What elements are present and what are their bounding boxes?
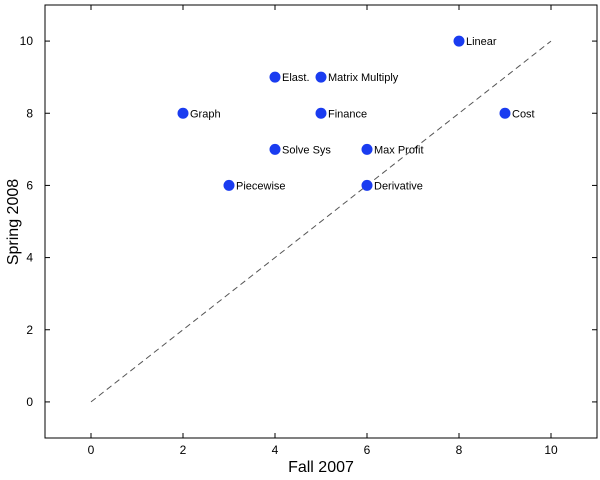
x-tick-label: 4 [272,443,279,457]
x-axis-title: Fall 2007 [288,459,354,476]
data-point-label: Solve Sys [282,144,331,156]
data-point [361,179,373,191]
data-point-label: Max Profit [374,144,424,156]
data-point [223,179,235,191]
data-point-label: Piecewise [236,180,286,192]
data-point [177,107,189,119]
x-tick-label: 8 [456,443,463,457]
data-point [269,71,281,83]
reference-line-layer [90,40,552,403]
data-point-label: Cost [512,108,535,120]
data-point [269,143,281,155]
data-point [315,107,327,119]
data-point-label: Derivative [374,180,423,192]
data-point [499,107,511,119]
x-tick-label: 6 [364,443,371,457]
data-point [453,35,465,47]
data-point-label: Linear [466,36,497,48]
y-axis-ticks: 0 2 4 6 8 10 [20,34,597,409]
data-point [361,143,373,155]
x-tick-label: 0 [88,443,95,457]
y-tick-label: 0 [26,395,33,409]
plot-frame [44,4,598,439]
data-point-label: Matrix Multiply [328,72,399,84]
y-axis-title: Spring 2008 [5,179,22,265]
y-tick-label: 4 [26,251,33,265]
y-tick-label: 10 [20,34,34,48]
y-tick-label: 8 [26,106,33,120]
data-point-label: Finance [328,108,367,120]
y-tick-label: 2 [26,323,33,337]
data-points: Graph Piecewise Elast. Solve Sys Matrix Mult… [177,35,535,192]
data-point [315,71,327,83]
reference-line [90,40,552,403]
data-point-label: Graph [190,108,221,120]
y-tick-label: 6 [26,178,33,192]
x-axis-ticks: 0 2 4 6 8 10 [88,5,558,457]
x-tick-label: 2 [180,443,187,457]
data-point-label: Elast. [282,72,310,84]
x-tick-label: 10 [544,443,558,457]
